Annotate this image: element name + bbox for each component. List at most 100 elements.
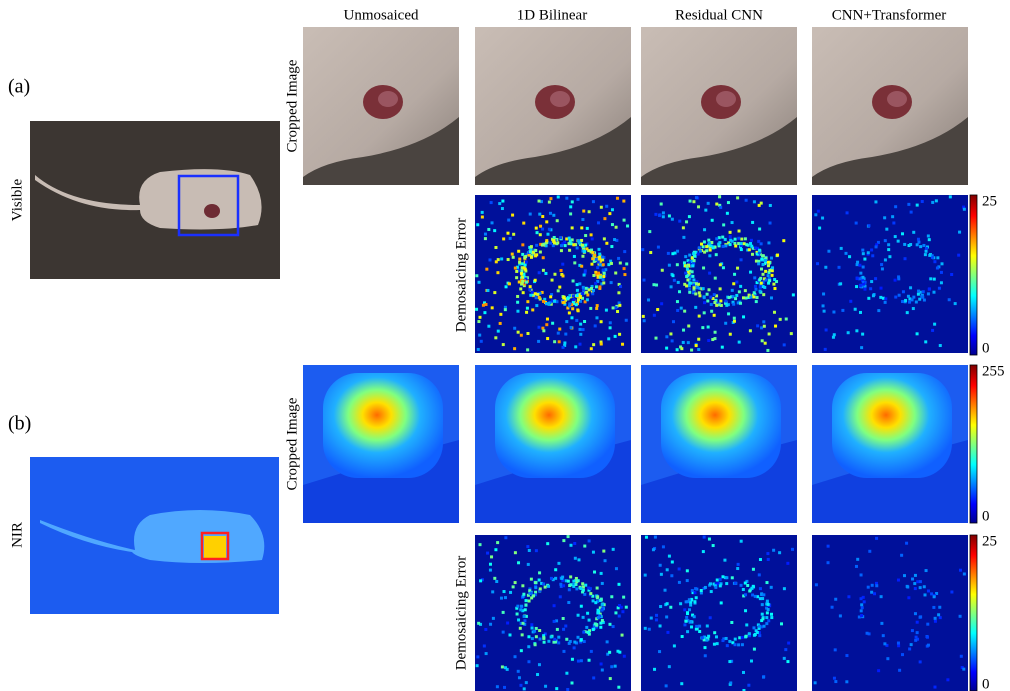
error-pixel (916, 580, 919, 583)
error-pixel (553, 273, 556, 276)
error-pixel (731, 221, 734, 224)
error-pixel (614, 271, 617, 274)
error-pixel (538, 296, 541, 299)
error-pixel (668, 264, 671, 267)
error-pixel (623, 267, 626, 270)
error-pixel (599, 626, 602, 629)
error-pixel (728, 296, 731, 299)
error-pixel (917, 241, 920, 244)
error-pixel (520, 269, 523, 272)
error-pixel (518, 281, 521, 284)
error-pixel (525, 311, 528, 314)
error-pixel (625, 262, 628, 265)
error-pixel (679, 602, 682, 605)
error-pixel (576, 283, 579, 286)
error-pixel (529, 294, 532, 297)
error-pixel (542, 243, 545, 246)
error-pixel (583, 250, 586, 253)
error-pixel (533, 630, 536, 633)
error-pixel (616, 310, 619, 313)
error-pixel (617, 686, 620, 689)
error-pixel (650, 617, 653, 620)
error-pixel (917, 238, 920, 241)
error-pixel (779, 318, 782, 321)
error-pixel (498, 202, 501, 205)
error-pixel (643, 279, 646, 282)
error-pixel (704, 586, 707, 589)
error-pixel (855, 222, 858, 225)
error-pixel (577, 558, 580, 561)
error-pixel (542, 300, 545, 303)
error-pixel (875, 584, 878, 587)
error-pixel (683, 623, 686, 626)
error-pixel (577, 309, 580, 312)
error-pixel (559, 583, 562, 586)
column-header: Unmosaiced (344, 7, 419, 23)
error-pixel (692, 200, 695, 203)
error-pixel (718, 241, 721, 244)
error-pixel (880, 595, 883, 598)
error-pixel (573, 542, 576, 545)
error-pixel (713, 643, 716, 646)
error-pixel (527, 563, 530, 566)
error-pixel (553, 300, 556, 303)
error-pixel (485, 652, 488, 655)
error-pixel (688, 287, 691, 290)
error-pixel (822, 304, 825, 307)
error-map (812, 195, 968, 353)
error-pixel (536, 231, 539, 234)
error-pixel (535, 627, 538, 630)
error-pixel (665, 347, 668, 350)
error-pixel (548, 302, 551, 305)
error-pixel (572, 298, 575, 301)
error-pixel (565, 320, 568, 323)
colorbar-min: 0 (982, 340, 990, 356)
error-pixel (601, 256, 604, 259)
error-pixel (744, 289, 747, 292)
error-pixel (514, 267, 517, 270)
error-pixel (718, 195, 721, 198)
error-pixel (719, 206, 722, 209)
error-pixel (597, 221, 600, 224)
error-pixel (680, 307, 683, 310)
panel-label: (a) (8, 76, 30, 98)
error-pixel (856, 558, 859, 561)
error-pixel (912, 231, 915, 234)
error-pixel (760, 326, 763, 329)
error-pixel (614, 665, 617, 668)
error-pixel (703, 228, 706, 231)
cropped-image (303, 365, 459, 523)
error-pixel (571, 200, 574, 203)
error-pixel (705, 245, 708, 248)
error-pixel (874, 200, 877, 203)
error-pixel (831, 606, 834, 609)
error-pixel (527, 660, 530, 663)
error-pixel (755, 300, 758, 303)
error-pixel (655, 618, 658, 621)
error-pixel (482, 304, 485, 307)
error-pixel (568, 242, 571, 245)
error-pixel (525, 281, 528, 284)
error-pixel (745, 243, 748, 246)
error-pixel (759, 290, 762, 293)
error-pixel (753, 276, 756, 279)
error-pixel (758, 634, 761, 637)
error-pixel (493, 291, 496, 294)
error-pixel (475, 308, 478, 311)
error-pixel (621, 610, 624, 613)
error-pixel (686, 579, 689, 582)
error-pixel (727, 312, 730, 315)
error-pixel (766, 349, 769, 352)
error-pixel (590, 287, 593, 290)
error-pixel (736, 267, 739, 270)
error-pixel (767, 619, 770, 622)
error-pixel (721, 236, 724, 239)
error-pixel (757, 240, 760, 243)
error-pixel (526, 300, 529, 303)
error-pixel (534, 279, 537, 282)
error-pixel (609, 326, 612, 329)
error-pixel (535, 244, 538, 247)
error-pixel (748, 589, 751, 592)
error-pixel (693, 600, 696, 603)
error-pixel (917, 290, 920, 293)
